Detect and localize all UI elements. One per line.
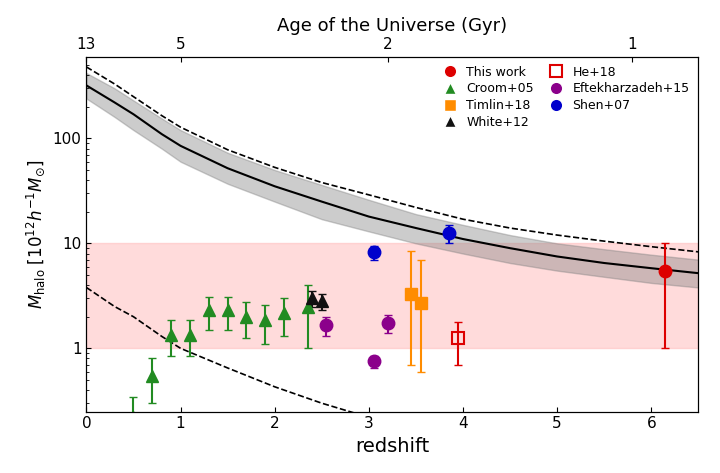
Bar — [86, 244, 698, 348]
Legend: This work, Croom+05, Timlin+18, White+12, He+18, Eftekharzadeh+15, Shen+07: This work, Croom+05, Timlin+18, White+12… — [433, 61, 695, 134]
Y-axis label: $M_{\rm halo}$ $[10^{12}h^{-1}M_{\odot}]$: $M_{\rm halo}$ $[10^{12}h^{-1}M_{\odot}]… — [24, 159, 47, 309]
X-axis label: Age of the Universe (Gyr): Age of the Universe (Gyr) — [277, 18, 508, 35]
X-axis label: redshift: redshift — [355, 437, 430, 456]
